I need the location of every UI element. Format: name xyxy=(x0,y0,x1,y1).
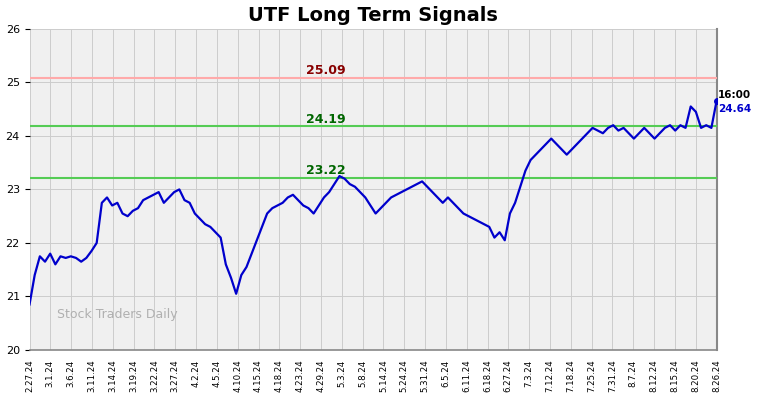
Text: 24.64: 24.64 xyxy=(718,104,751,114)
Text: 16:00: 16:00 xyxy=(718,90,751,100)
Text: 23.22: 23.22 xyxy=(307,164,346,178)
Title: UTF Long Term Signals: UTF Long Term Signals xyxy=(248,6,498,25)
Text: 24.19: 24.19 xyxy=(307,113,346,125)
Text: Stock Traders Daily: Stock Traders Daily xyxy=(57,308,178,321)
Text: 25.09: 25.09 xyxy=(307,64,346,77)
